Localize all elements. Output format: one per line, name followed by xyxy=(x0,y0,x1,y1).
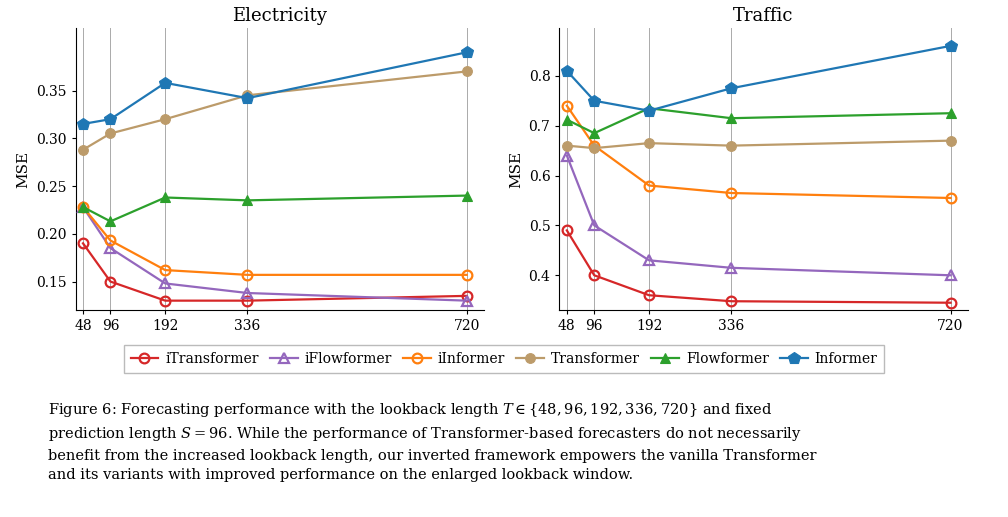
Y-axis label: MSE: MSE xyxy=(16,151,30,188)
Title: Traffic: Traffic xyxy=(733,7,794,25)
Y-axis label: MSE: MSE xyxy=(509,151,523,188)
Title: Electricity: Electricity xyxy=(232,7,328,25)
Text: Figure 6: Forecasting performance with the lookback length $T \in \{48, 96, 192,: Figure 6: Forecasting performance with t… xyxy=(48,401,816,482)
Legend: iTransformer, iFlowformer, iInformer, Transformer, Flowformer, Informer: iTransformer, iFlowformer, iInformer, Tr… xyxy=(124,345,884,373)
